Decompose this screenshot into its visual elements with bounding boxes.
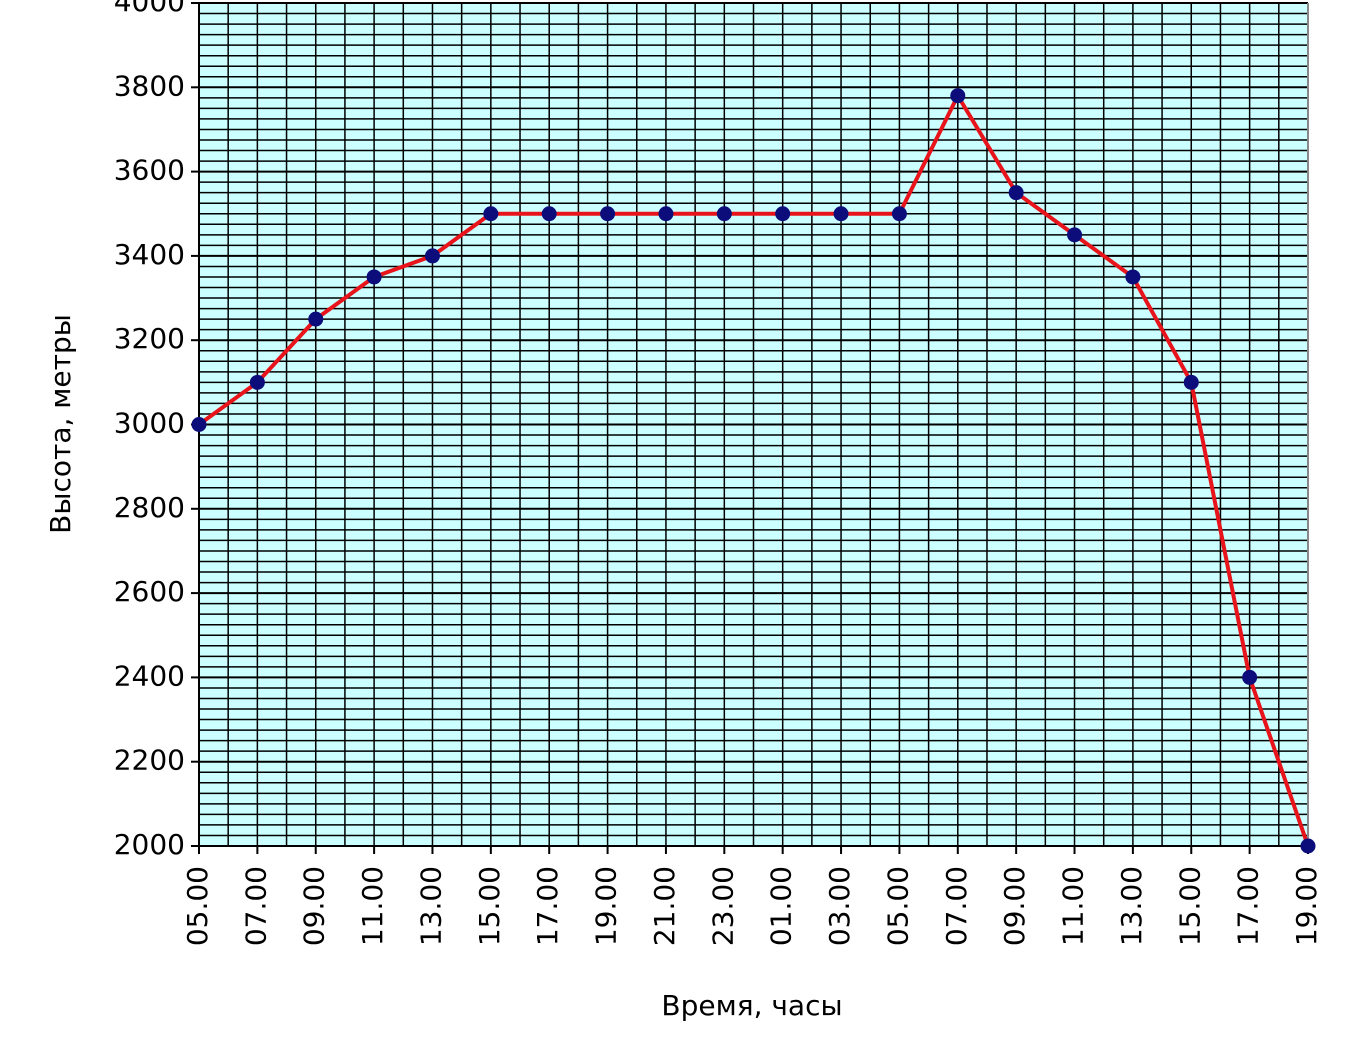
- data-point: [366, 269, 382, 285]
- data-point: [541, 206, 557, 222]
- data-point: [833, 206, 849, 222]
- x-tick-label: 19.00: [590, 866, 623, 946]
- data-point: [191, 417, 207, 432]
- data-point: [249, 374, 265, 390]
- y-tick-label: 3800: [114, 69, 185, 102]
- y-tick-label: 4000: [114, 0, 185, 18]
- x-tick-label: 23.00: [706, 866, 739, 946]
- y-tick-label: 2200: [114, 744, 185, 777]
- data-point: [716, 206, 732, 222]
- y-tick-label: 2000: [114, 828, 185, 861]
- data-point: [1183, 374, 1199, 390]
- y-tick-label: 2800: [114, 491, 185, 524]
- data-point: [483, 206, 499, 222]
- y-axis-label: Высота, метры: [44, 314, 77, 534]
- x-tick-label: 07.00: [940, 866, 973, 946]
- x-tick-label: 13.00: [1115, 866, 1148, 946]
- y-tick-label: 2400: [114, 659, 185, 692]
- y-tick-label: 3200: [114, 322, 185, 355]
- data-point: [950, 88, 966, 104]
- x-tick-label: 15.00: [1173, 866, 1206, 946]
- data-point: [775, 206, 791, 222]
- x-tick-label: 13.00: [414, 866, 447, 946]
- y-tick-label: 2600: [114, 575, 185, 608]
- x-tick-label: 09.00: [998, 866, 1031, 946]
- data-point: [1067, 227, 1083, 243]
- x-tick-label: 21.00: [648, 866, 681, 946]
- x-tick-label: 01.00: [765, 866, 798, 946]
- x-tick-label: 11.00: [1057, 866, 1090, 946]
- x-tick-label: 07.00: [239, 866, 272, 946]
- x-axis-label: Время, часы: [661, 989, 842, 1022]
- x-tick-label: 17.00: [1232, 866, 1265, 946]
- data-point: [600, 206, 616, 222]
- data-point: [891, 206, 907, 222]
- y-tick-label: 3400: [114, 238, 185, 271]
- y-tick-label: 3000: [114, 407, 185, 440]
- x-tick-label: 19.00: [1290, 866, 1323, 946]
- data-point: [1300, 838, 1316, 854]
- y-tick-label: 3600: [114, 154, 185, 187]
- x-tick-label: 11.00: [356, 866, 389, 946]
- data-point: [424, 248, 440, 264]
- x-tick-label: 17.00: [531, 866, 564, 946]
- data-line: [197, 93, 1310, 847]
- x-tick-label: 05.00: [881, 866, 914, 946]
- x-tick-label: 15.00: [473, 866, 506, 946]
- data-point: [1242, 669, 1258, 685]
- x-tick-label: 09.00: [298, 866, 331, 946]
- data-point: [658, 206, 674, 222]
- data-point: [308, 311, 324, 327]
- x-tick-label: 05.00: [181, 866, 214, 946]
- data-point: [1008, 185, 1024, 201]
- data-point: [1125, 269, 1141, 285]
- x-tick-label: 03.00: [823, 866, 856, 946]
